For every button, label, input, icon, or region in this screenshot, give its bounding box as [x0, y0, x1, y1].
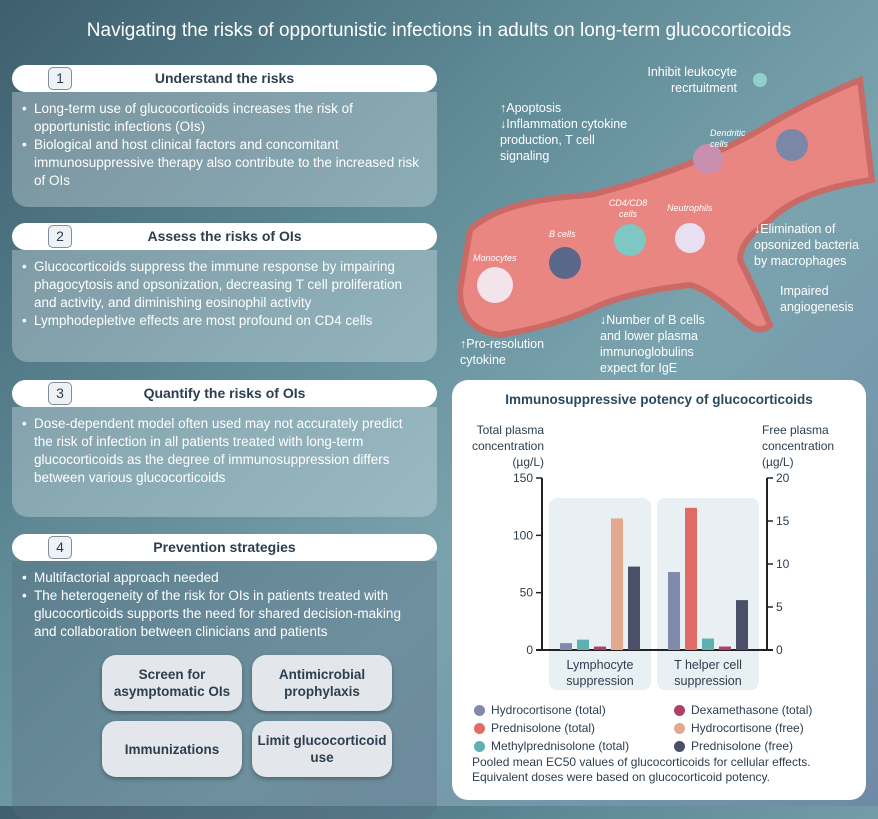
legend-swatch [474, 740, 485, 752]
legend-label: Dexamethasone (total) [691, 703, 813, 717]
category-label: T helper cell [674, 658, 742, 672]
legend-item: Hydrocortisone (total) [474, 703, 606, 717]
chart-title: Immunosuppressive potency of glucocortic… [505, 392, 813, 407]
section-header: 4 Prevention strategies [12, 534, 437, 561]
strategy-screen: Screen for asymptomatic OIs [102, 655, 242, 711]
bar-prednisolone-free [628, 566, 640, 650]
bar-hydrocortisone-total [560, 643, 572, 650]
label-elimination: ↓Elimination of opsonized bacteria by ma… [754, 222, 859, 268]
right-tick-label: 20 [776, 471, 790, 485]
neutrophil-cell [675, 223, 705, 253]
bullet: Glucocorticoids suppress the immune resp… [22, 258, 423, 312]
step-number: 3 [48, 382, 72, 405]
left-tick-label: 0 [526, 643, 533, 657]
bar-prednisolone-free [736, 600, 748, 650]
strategy-limit-use: Limit glucocorticoid use [252, 721, 392, 777]
cell-label-cd4: CD4/CD8 cells [608, 198, 648, 219]
label-b-cells-effect: ↓Number of B cells and lower plasma immu… [600, 313, 705, 375]
legend-label: Prednisolone (free) [691, 739, 794, 753]
section-heading: Assess the risks of OIs [147, 228, 302, 244]
bar-dexamethasone-total [594, 646, 606, 650]
label-pro-resolution: ↑Pro-resolution cytokine [460, 337, 545, 367]
legend-item: Prednisolone (free) [674, 739, 793, 753]
section-heading: Prevention strategies [153, 539, 296, 555]
legend-label: Prednisolone (total) [491, 721, 596, 735]
bar-methylprednisolone-total [702, 638, 714, 650]
left-axis-label: Total plasma concentration (µg/L) [471, 423, 544, 469]
step-number: 4 [48, 536, 72, 559]
bar-prednisolone-total [685, 507, 697, 650]
blood-vessel-illustration [456, 73, 876, 339]
category-group-bg [549, 498, 651, 690]
right-axis-label: Free plasma concentration (µg/L) [762, 423, 835, 469]
section-understand: 1 Understand the risks Long-term use of g… [12, 65, 437, 207]
bar-chart: Lymphocyte suppression T helper cell suppre… [513, 471, 790, 690]
legend-item: Prednisolone (total) [474, 721, 595, 735]
b-cell [549, 247, 581, 279]
bullet: Biological and host clinical factors and… [22, 136, 423, 190]
bar-hydrocortisone-total [668, 572, 680, 650]
chart-note: Pooled mean EC50 values of glucocorticoi… [472, 755, 811, 784]
section-assess: 2 Assess the risks of OIs Glucocorticoids… [12, 223, 437, 362]
legend-item: Methylprednisolone (total) [474, 739, 629, 753]
section-header: 1 Understand the risks [12, 65, 437, 92]
cell-label-neutrophils: Neutrophils [667, 203, 713, 213]
right-tick-label: 5 [776, 600, 783, 614]
cell-label-monocytes: Monocytes [473, 253, 517, 263]
cell-label-b-cells: B cells [549, 229, 576, 239]
label-leukocyte: Inhibit leukocyte recrtuitment [647, 65, 737, 95]
strategy-immunizations: Immunizations [102, 721, 242, 777]
right-tick-label: 0 [776, 643, 783, 657]
strategy-prophylaxis: Antimicrobial prophylaxis [252, 655, 392, 711]
legend-item: Hydrocortisone (free) [674, 721, 804, 735]
left-tick-label: 100 [513, 528, 533, 542]
legend-swatch [474, 704, 485, 716]
label-apoptosis: ↑Apoptosis [500, 101, 562, 115]
legend-label: Methylprednisolone (total) [491, 739, 630, 753]
bullet: The heterogeneity of the risk for OIs in… [22, 587, 423, 641]
bar-hydrocortisone-free [611, 518, 623, 650]
bullet: Dose-dependent model often used may not … [22, 415, 423, 487]
cd4-cd8-cell [614, 224, 646, 256]
bar-methylprednisolone-total [577, 639, 589, 650]
bullet: Lymphodepletive effects are most profoun… [22, 312, 423, 330]
label-angiogenesis: Impaired angiogenesis [780, 284, 854, 314]
right-tick-label: 15 [776, 514, 790, 528]
legend-label: Hydrocortisone (total) [491, 703, 606, 717]
step-number: 1 [48, 67, 72, 90]
category-group-bg [657, 498, 759, 690]
legend-item: Dexamethasone (total) [674, 703, 812, 717]
dendritic-cell [693, 144, 723, 174]
monocyte-cell [477, 267, 513, 303]
cell-label-dendritic: Dendritic cells [710, 128, 746, 149]
label-inflammation: ↓Inflammation cytokine production, T cel… [500, 117, 628, 163]
page-title: Navigating the risks of opportunistic in… [86, 20, 792, 41]
category-label: Lymphocyte [567, 658, 634, 672]
category-label: suppression [566, 674, 633, 688]
legend-swatch [674, 722, 685, 734]
leukocyte-cell [753, 73, 767, 87]
legend-swatch [474, 722, 485, 734]
section-header: 3 Quantify the risks of OIs [12, 380, 437, 407]
right-tick-label: 10 [776, 557, 790, 571]
legend-label: Hydrocortisone (free) [691, 721, 804, 735]
left-tick-label: 50 [520, 586, 534, 600]
bullet: Long-term use of glucocorticoids increas… [22, 100, 423, 136]
bar-dexamethasone-total [719, 646, 731, 650]
legend-swatch [674, 740, 685, 752]
macrophage-cell [776, 129, 808, 161]
left-tick-label: 150 [513, 471, 533, 485]
chart-panel: Immunosuppressive potency of glucocortic… [452, 380, 866, 800]
category-label: suppression [674, 674, 741, 688]
section-header: 2 Assess the risks of OIs [12, 223, 437, 250]
section-quantify: 3 Quantify the risks of OIs Dose-dependen… [12, 380, 437, 517]
step-number: 2 [48, 225, 72, 248]
bullet: Multifactorial approach needed [22, 569, 423, 587]
section-prevention: 4 Prevention strategies Multifactorial ap… [12, 534, 437, 819]
section-heading: Quantify the risks of OIs [143, 385, 306, 401]
section-heading: Understand the risks [154, 70, 295, 86]
legend-swatch [674, 704, 685, 716]
